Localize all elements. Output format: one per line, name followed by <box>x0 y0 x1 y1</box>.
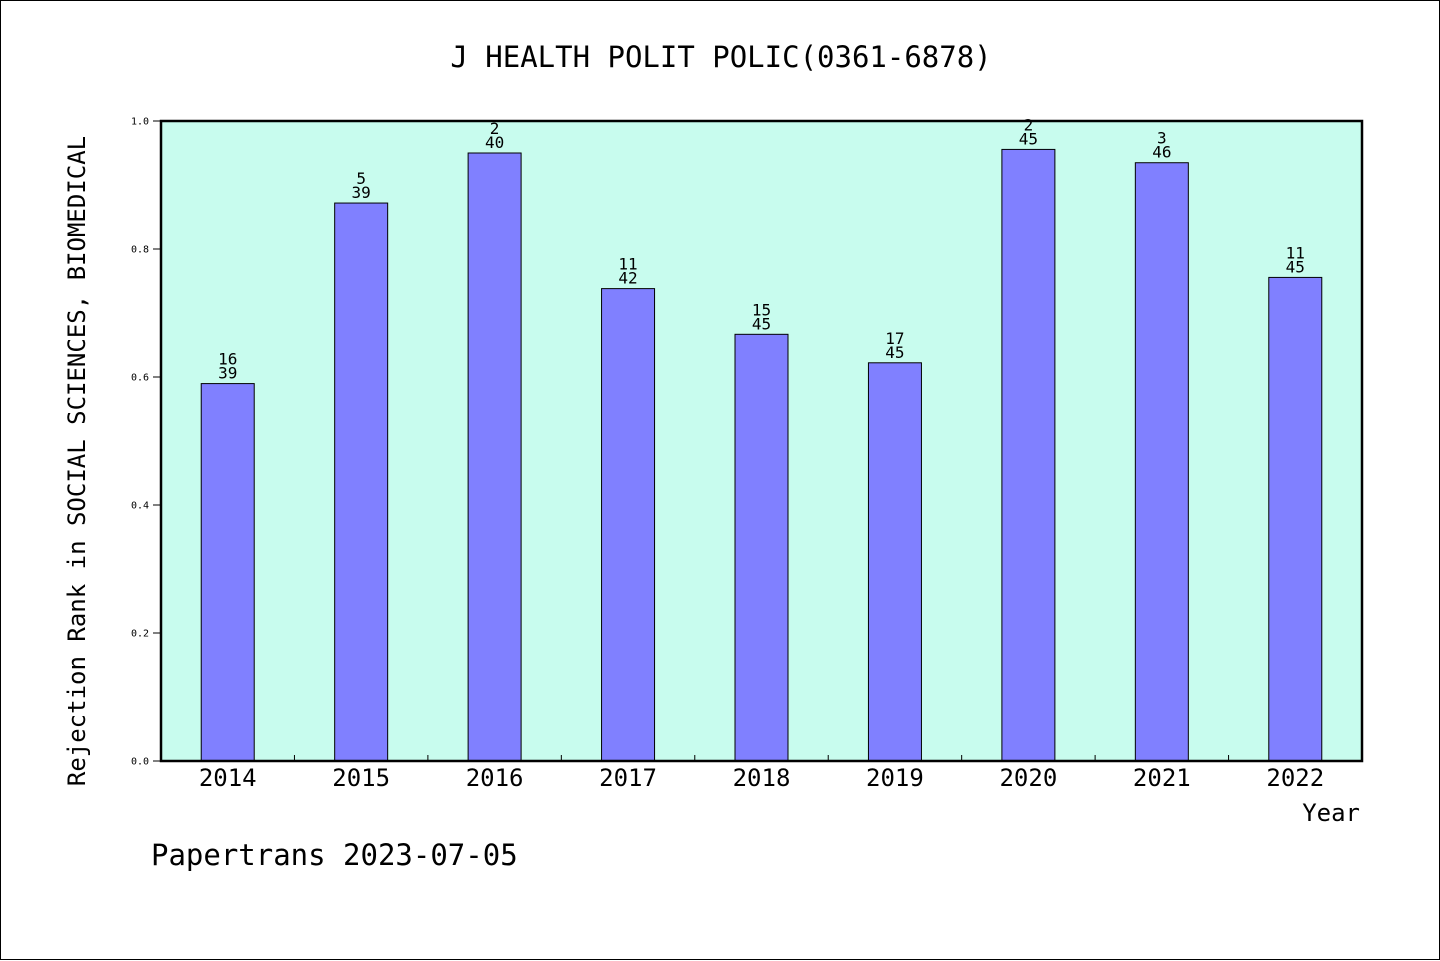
y-tick-label: 1.0 <box>131 117 149 128</box>
x-axis-label: Year <box>1302 799 1360 827</box>
x-tick-label-2021: 2021 <box>1133 764 1191 792</box>
total-label-2018: 45 <box>752 314 771 333</box>
footer-credit: Papertrans 2023-07-05 <box>151 838 518 872</box>
y-axis: 0.0 0.2 0.4 0.6 0.8 1.0 <box>131 117 161 768</box>
rank-label-2018: 15 <box>752 300 771 319</box>
bar-2016 <box>467 152 522 762</box>
x-tick-label-2020: 2020 <box>999 764 1057 792</box>
x-tick-label-2017: 2017 <box>599 764 657 792</box>
rank-label-2016: 2 <box>490 119 500 138</box>
rank-label-2019: 17 <box>885 329 904 348</box>
y-tick-label: 0.4 <box>131 501 149 512</box>
bar-2021 <box>1134 162 1189 762</box>
rank-label-2014: 16 <box>218 350 237 369</box>
x-tick-label-2018: 2018 <box>733 764 791 792</box>
x-tick-label-2015: 2015 <box>332 764 390 792</box>
y-tick-label: 0.2 <box>131 629 149 640</box>
total-label-2020: 45 <box>1019 129 1038 148</box>
x-tick-label-2016: 2016 <box>466 764 524 792</box>
rank-label-2017: 11 <box>618 255 637 274</box>
y-axis-label: Rejection Rank in SOCIAL SCIENCES, BIOME… <box>63 136 91 786</box>
total-label-2021: 46 <box>1152 143 1171 162</box>
y-tick-label: 0.6 <box>131 373 149 384</box>
bar-2018 <box>734 333 789 762</box>
bar-2014 <box>200 383 255 762</box>
rank-label-2015: 5 <box>356 169 366 188</box>
x-axis: 2014 2015 2016 2017 2018 2019 2020 2021 2022 <box>199 755 1324 792</box>
bar-2017 <box>601 288 656 762</box>
chart-title: J HEALTH POLIT POLIC(0361-6878) <box>450 40 991 74</box>
total-label-2017: 42 <box>618 269 637 288</box>
total-label-2016: 40 <box>485 133 504 152</box>
x-tick-label-2014: 2014 <box>199 764 257 792</box>
y-tick-label: 0.8 <box>131 245 149 256</box>
total-label-2015: 39 <box>352 183 371 202</box>
total-label-2014: 39 <box>218 364 237 383</box>
bar-2020 <box>1001 148 1056 762</box>
rank-label-2022: 11 <box>1286 243 1305 262</box>
x-tick-label-2022: 2022 <box>1266 764 1324 792</box>
plot-border <box>159 119 1364 763</box>
rank-label-2021: 3 <box>1157 129 1167 148</box>
total-label-2019: 45 <box>885 343 904 362</box>
bar-2015 <box>334 202 389 762</box>
bar-2019 <box>867 362 922 762</box>
bars-group <box>200 148 1323 762</box>
y-tick-label: 0.0 <box>131 757 149 768</box>
bar-2022 <box>1268 276 1323 762</box>
x-tick-label-2019: 2019 <box>866 764 924 792</box>
rank-label-2020: 2 <box>1024 115 1034 134</box>
total-label-2022: 45 <box>1286 257 1305 276</box>
